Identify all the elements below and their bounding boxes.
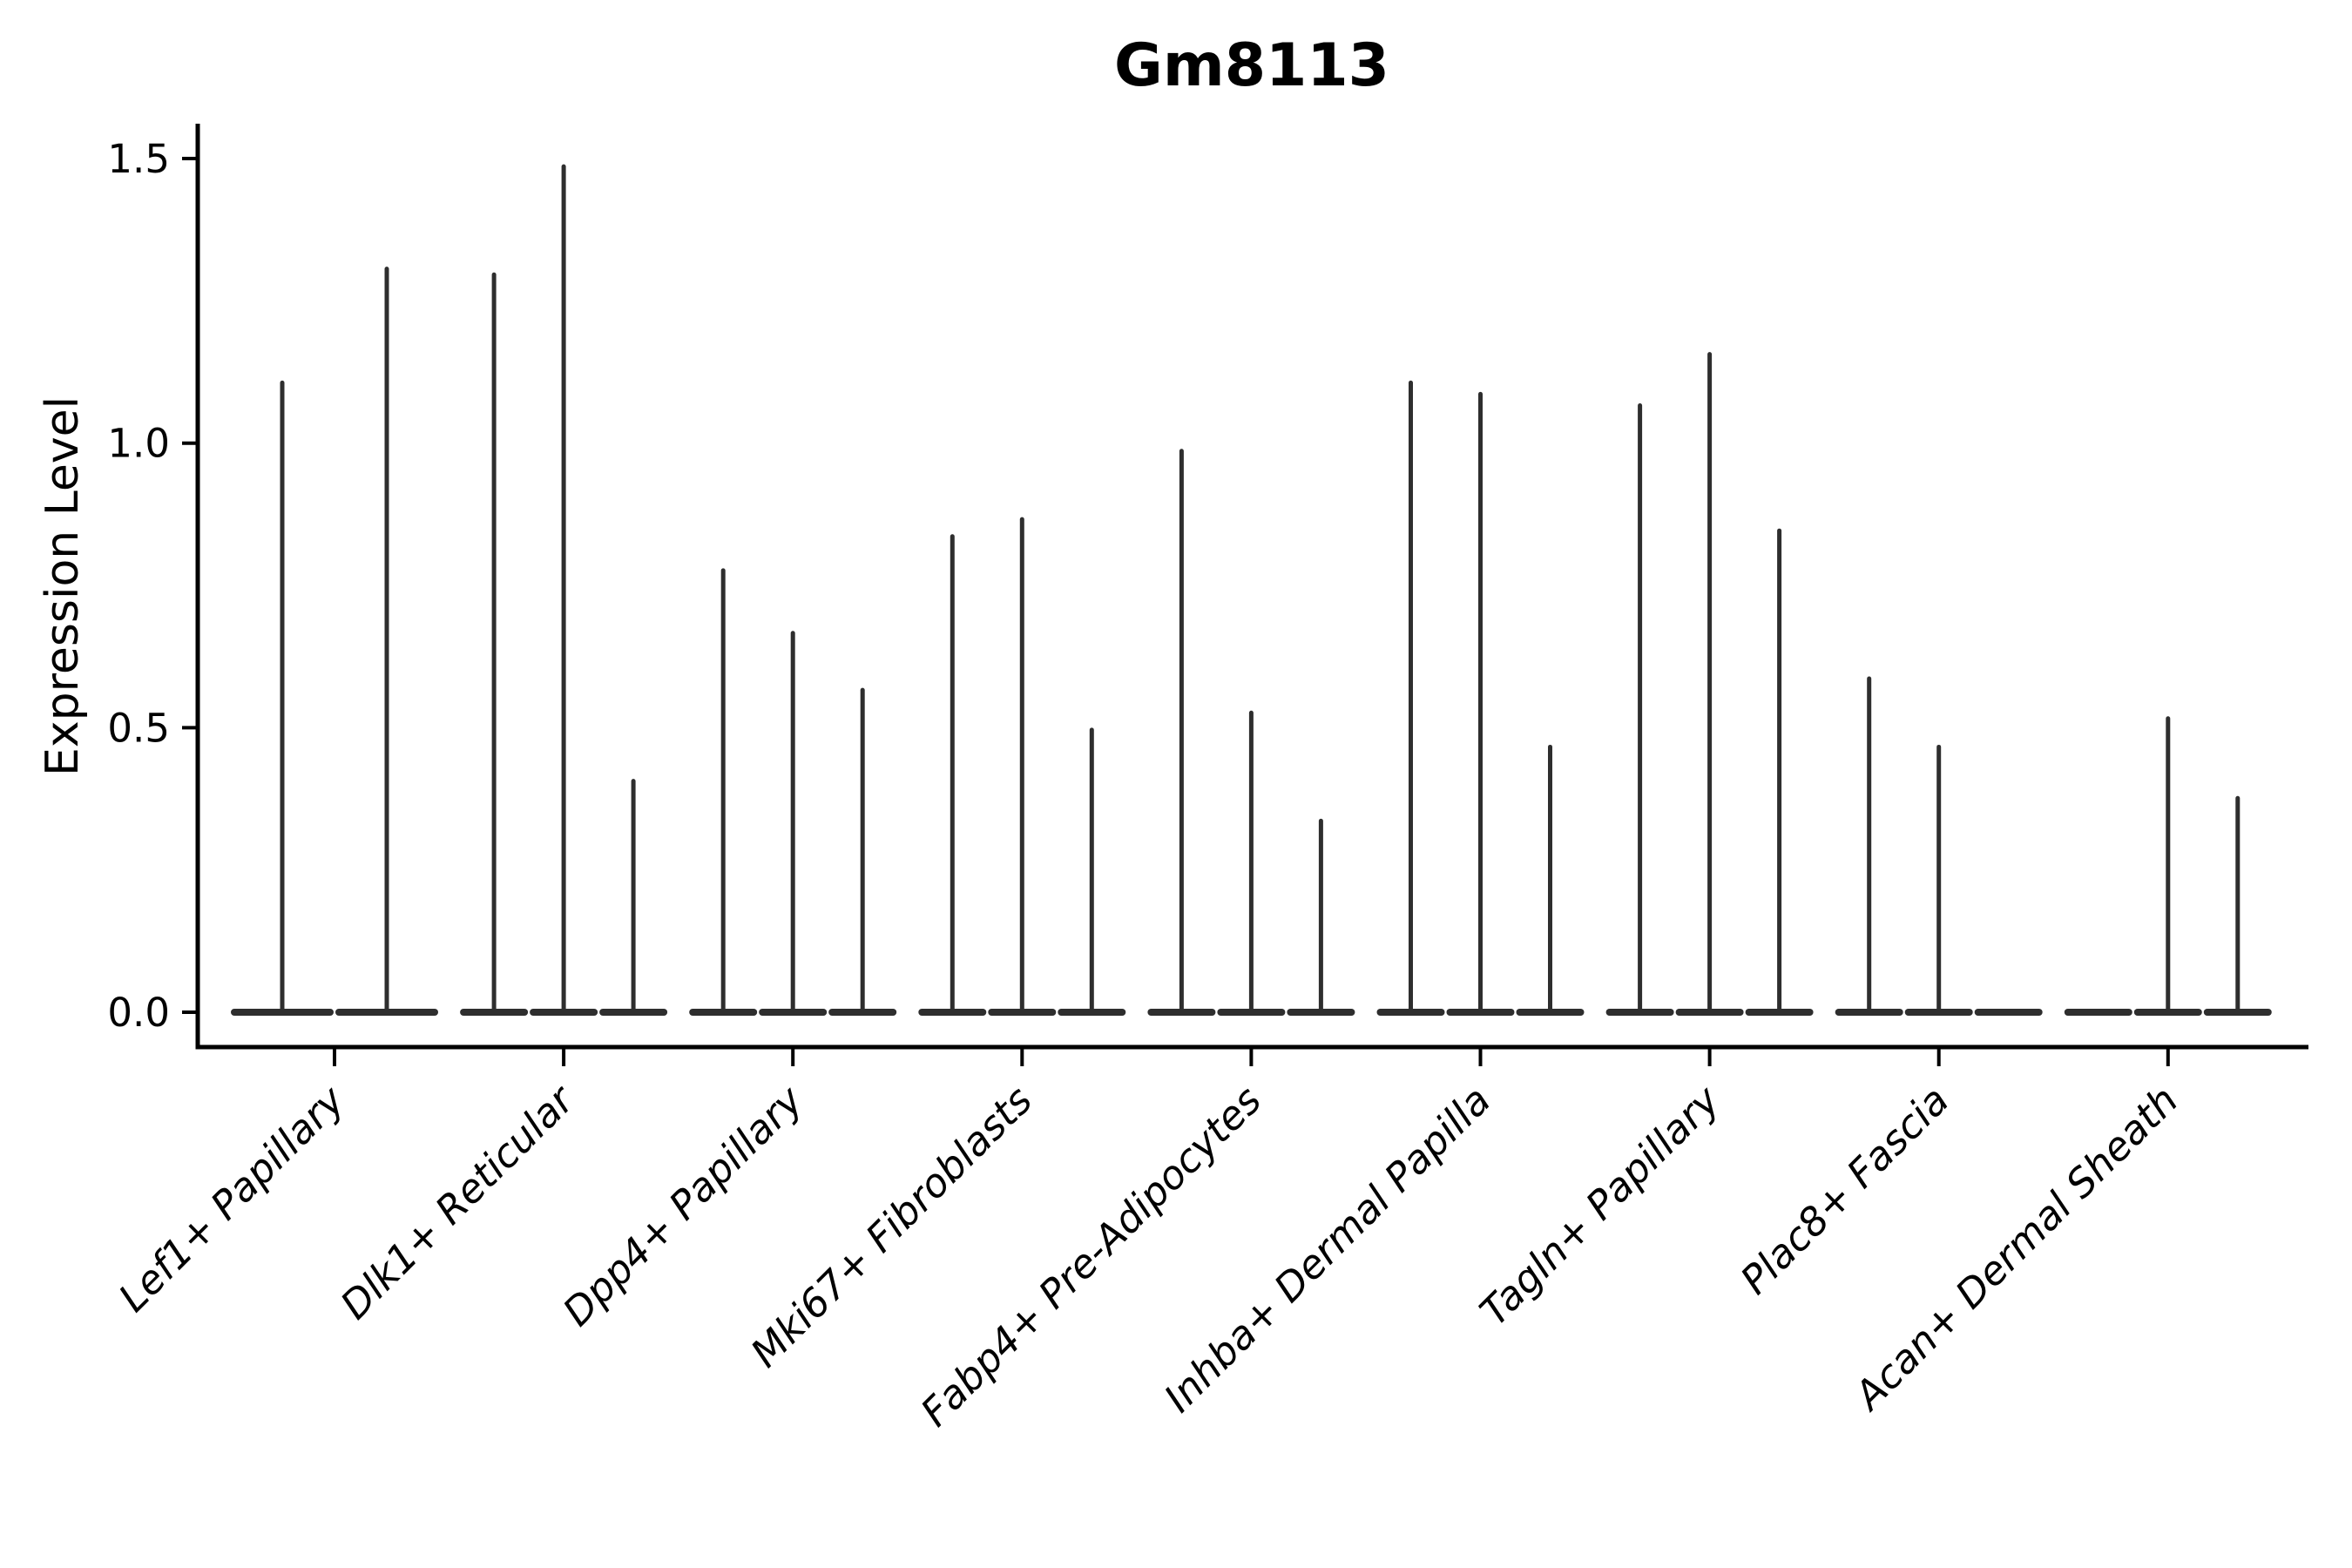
- violin-body: [1974, 1009, 2043, 1016]
- violin-spike: [561, 164, 566, 1016]
- violin-spike: [1936, 744, 1942, 1016]
- violin-spike: [384, 267, 389, 1016]
- violin-spike: [280, 380, 285, 1016]
- violin-spike: [950, 534, 955, 1016]
- violin-spike: [1638, 402, 1643, 1016]
- x-category-label: Plac8+ Fascia: [1732, 1077, 1958, 1303]
- violin-spike: [790, 631, 795, 1016]
- violin-spike: [1318, 818, 1323, 1016]
- violin-spike: [1707, 352, 1713, 1016]
- x-category-label: Dlk1+ Reticular: [332, 1076, 585, 1328]
- violin-spike: [1019, 517, 1024, 1016]
- violin-spike: [631, 779, 636, 1016]
- violin-spike: [1248, 710, 1254, 1016]
- violin-body: [2064, 1009, 2132, 1016]
- violin-spike: [720, 568, 726, 1016]
- violin-spike: [1179, 449, 1184, 1016]
- chart-title: Gm8113: [1114, 31, 1389, 100]
- violin-spike: [1089, 727, 1094, 1016]
- violin-spike: [1548, 744, 1552, 1016]
- violin-spike: [1777, 528, 1782, 1016]
- violin-spike: [1409, 380, 1413, 1016]
- y-tick-label: 1.5: [107, 136, 170, 182]
- x-category-label: Tagln+ Papillary: [1470, 1076, 1729, 1335]
- violin-spike: [2235, 795, 2240, 1016]
- violin-spike: [1478, 391, 1483, 1016]
- violin-spike: [860, 687, 865, 1016]
- y-tick-label: 0.0: [107, 990, 170, 1036]
- x-category-label: Lef1+ Papillary: [110, 1076, 355, 1321]
- y-tick-label: 0.5: [107, 705, 170, 751]
- violin-spike: [1867, 676, 1872, 1016]
- violin-spike: [2166, 716, 2171, 1016]
- x-category-label: Dpp4+ Papillary: [554, 1076, 813, 1335]
- y-tick-label: 1.0: [107, 421, 170, 467]
- violin-spike: [491, 272, 497, 1017]
